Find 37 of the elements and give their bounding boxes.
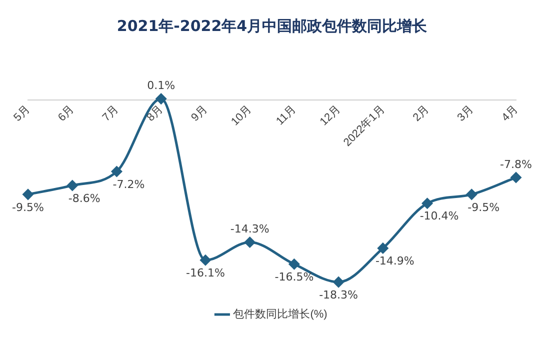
chart-title: 2021年-2022年4月中国邮政包件数同比增长 (116, 16, 428, 35)
x-tick-label: 8月 (144, 103, 166, 124)
point (333, 276, 344, 288)
x-tick-label: 7月 (100, 103, 121, 124)
data-label: 0.1% (147, 79, 176, 92)
x-tick-label: 12月 (318, 103, 343, 128)
data-label: -16.1% (186, 266, 225, 280)
x-tick-label: 10月 (229, 103, 254, 128)
data-label: -7.8% (500, 158, 532, 171)
point (378, 242, 388, 254)
point (288, 258, 300, 270)
point (156, 94, 166, 104)
x-tick-label: 5月 (12, 103, 32, 124)
point (111, 166, 122, 177)
point (200, 254, 211, 266)
data-label: -9.5% (468, 200, 500, 214)
x-tick-label: 9月 (189, 103, 210, 124)
point (510, 172, 522, 183)
data-label: -8.6% (68, 192, 100, 205)
data-label: -9.5% (12, 200, 44, 214)
legend-label: 包件数同比增长(%) (233, 308, 328, 321)
x-tick-label: 4月 (500, 103, 520, 124)
point (22, 189, 34, 200)
point (466, 189, 477, 200)
point (244, 236, 256, 248)
data-label: -10.4% (420, 210, 459, 223)
data-label: -14.9% (375, 254, 414, 268)
data-label: -14.3% (230, 222, 270, 236)
data-label: -7.2% (112, 178, 145, 191)
x-tick-label: 2月 (410, 103, 432, 124)
data-label: -18.3% (319, 288, 358, 302)
x-tick-label: 6月 (56, 103, 77, 124)
data-label: -16.5% (274, 270, 314, 284)
point (67, 180, 78, 191)
point (422, 198, 433, 209)
x-tick-label: 3月 (455, 103, 476, 124)
x-tick-label: 11月 (274, 103, 298, 128)
